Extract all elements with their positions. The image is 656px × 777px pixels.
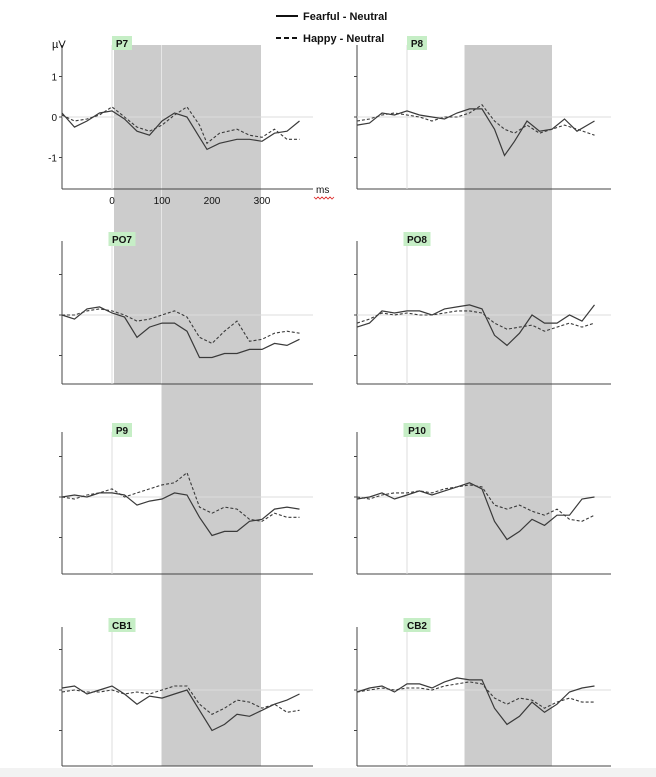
bottom-strip xyxy=(0,768,656,777)
spellcheck-underline xyxy=(313,196,335,200)
y-tick-label: 0 xyxy=(51,113,57,124)
x-tick-label: 200 xyxy=(204,196,221,207)
trace-happy-neutral xyxy=(62,308,300,345)
trace-happy-neutral xyxy=(61,685,300,715)
shade-left-1 xyxy=(161,45,261,766)
panel-label-bg xyxy=(403,618,431,632)
panel-label-bg xyxy=(112,36,132,50)
trace-happy-neutral xyxy=(61,471,300,522)
panel-label-bg xyxy=(112,423,132,437)
x-unit-label: ms xyxy=(316,185,329,196)
panel-p7: 1 0 -1 0 100 200 300 P7 xyxy=(48,36,313,207)
y-tick-label: 1 xyxy=(51,73,57,84)
legend-label-happy: Happy - Neutral xyxy=(303,33,384,45)
panel-label: P9 xyxy=(116,426,129,437)
panel-label: P8 xyxy=(411,39,424,50)
trace-fearful-neutral xyxy=(356,304,595,347)
legend-label-fearful: Fearful - Neutral xyxy=(303,11,387,23)
panel-label: CB2 xyxy=(407,621,427,632)
panel-p10: P10 xyxy=(354,423,611,575)
panel-po8: PO8 xyxy=(354,232,611,385)
trace-happy-neutral xyxy=(356,681,595,709)
x-tick-label: 100 xyxy=(154,196,171,207)
panel-cb1: CB1 xyxy=(59,618,313,767)
panel-p8: P8 xyxy=(354,36,611,190)
x-tick-label: 0 xyxy=(109,196,115,207)
panel-label-bg xyxy=(403,423,431,437)
trace-fearful-neutral xyxy=(61,685,300,732)
trace-happy-neutral xyxy=(61,106,300,145)
trace-fearful-neutral xyxy=(356,677,595,726)
trace-fearful-neutral xyxy=(61,306,300,359)
shade-left-0 xyxy=(114,45,161,384)
panel-cb2: CB2 xyxy=(354,618,611,767)
panel-label: CB1 xyxy=(112,621,132,632)
panel-label-bg xyxy=(108,232,136,246)
trace-happy-neutral xyxy=(356,310,595,332)
panel-label-bg xyxy=(407,36,427,50)
shaded-windows xyxy=(114,45,552,766)
shade-right-0 xyxy=(464,45,552,766)
y-tick-label: -1 xyxy=(48,154,57,165)
legend: Fearful - Neutral Happy - Neutral xyxy=(276,11,387,45)
trace-fearful-neutral xyxy=(61,110,300,151)
panel-p9: P9 xyxy=(59,423,313,575)
panel-label: P10 xyxy=(408,426,426,437)
panel-label-bg xyxy=(108,618,136,632)
panel-label: PO7 xyxy=(112,235,132,246)
y-unit-label: µV xyxy=(52,39,66,51)
panel-label-bg xyxy=(403,232,431,246)
panels: 1 0 -1 0 100 200 300 P7 P8 PO7 PO8 P9 P10 CB1 CB2 xyxy=(48,36,611,767)
panel-po7: PO7 xyxy=(59,232,313,385)
trace-fearful-neutral xyxy=(356,482,595,541)
x-tick-label: 300 xyxy=(254,196,271,207)
panel-label: PO8 xyxy=(407,235,427,246)
trace-fearful-neutral xyxy=(61,492,300,537)
panel-label: P7 xyxy=(116,39,129,50)
trace-fearful-neutral xyxy=(356,108,595,157)
